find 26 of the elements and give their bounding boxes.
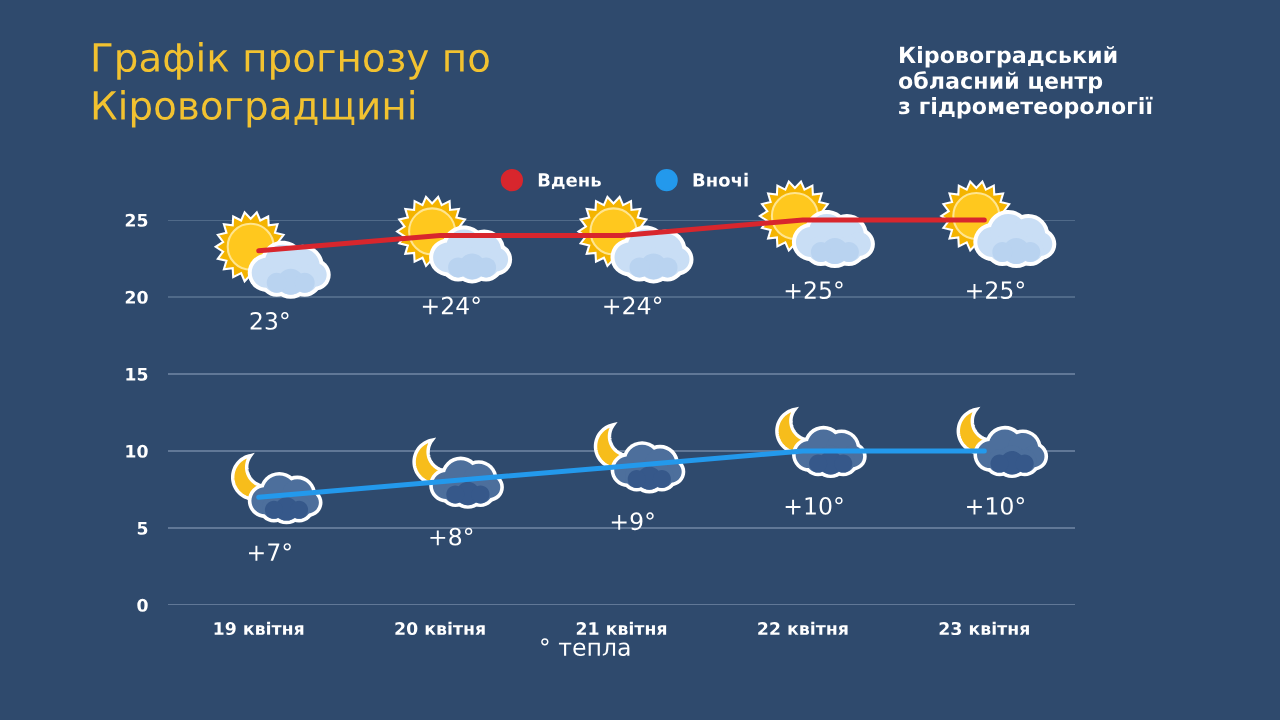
legend-label: Вночі [693,172,748,187]
data-label: +10° [967,496,1024,515]
y-tick-label: 5 [137,521,148,535]
data-label: +24° [604,296,662,315]
data-label: +24° [422,296,480,315]
data-label: +25° [967,281,1024,300]
x-tick-label: 19 квітня [214,621,304,636]
data-label: +8° [430,527,473,546]
y-tick-label: 0 [137,598,148,612]
x-tick-label: 21 квітня [576,621,667,635]
x-tick-label: 23 квітня [939,621,1029,636]
x-tick-label: 20 квітня [395,621,485,636]
chart-title: Графік прогнозу по Кіровоградщині [93,42,489,128]
data-label: +9° [611,512,654,531]
data-label: +10° [785,496,843,515]
y-tick-label: 25 [125,213,148,227]
data-label: +7° [249,543,291,561]
y-tick-label: 15 [126,367,148,381]
y-tick-label: 20 [125,290,148,304]
data-label: 23° [250,312,289,330]
y-tick-label: 10 [126,444,148,458]
text: Кіровоградський обласний центр з гідрометеорології [898,46,1153,119]
x-tick-label: 22 квітня [758,621,848,635]
x-axis-title: ° тепла [541,638,630,656]
legend-label: Вдень [538,173,601,190]
data-label: +25° [785,281,843,300]
